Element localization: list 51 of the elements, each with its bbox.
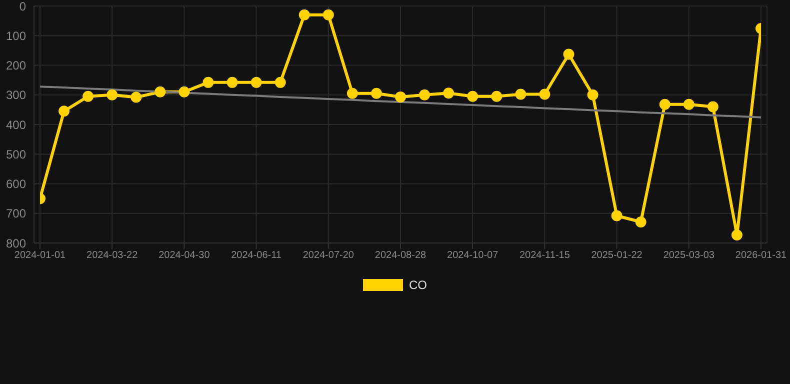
y-tick-label: 400 xyxy=(6,118,26,132)
legend-label: CO xyxy=(409,278,427,292)
point xyxy=(58,106,70,117)
point xyxy=(130,92,142,103)
point xyxy=(611,210,622,222)
point xyxy=(467,90,478,102)
point xyxy=(178,86,190,98)
point xyxy=(683,98,694,110)
point xyxy=(395,91,406,102)
y-tick-label: 600 xyxy=(6,177,26,192)
point xyxy=(106,89,118,100)
point xyxy=(659,98,670,110)
y-tick-label: 500 xyxy=(6,147,26,162)
x-tick-label: 2025-03-03 xyxy=(663,250,715,262)
point xyxy=(202,76,214,88)
x-tick-label: 2024-06-11 xyxy=(231,250,282,262)
x-tick-label: 2024-10-07 xyxy=(447,250,499,262)
x-tick-label: 2024-01-01 xyxy=(14,250,66,262)
point xyxy=(226,76,238,88)
point xyxy=(539,88,550,100)
point xyxy=(322,9,334,20)
x-tick-label: 2024-07-20 xyxy=(302,250,354,262)
y-tick-label: 100 xyxy=(6,28,26,43)
y-tick-label: 800 xyxy=(6,236,26,250)
point xyxy=(707,101,718,112)
point xyxy=(563,48,574,60)
point xyxy=(419,89,430,100)
point xyxy=(370,88,382,99)
x-tick-label: 2026-01-31 xyxy=(735,250,788,262)
point xyxy=(443,88,454,99)
point xyxy=(491,90,502,102)
point xyxy=(587,89,598,100)
x-tick-label: 2024-11-15 xyxy=(519,250,570,262)
x-tick-label: 2025-01-22 xyxy=(591,250,643,262)
y-tick-label: 0 xyxy=(19,0,26,14)
point xyxy=(731,230,742,240)
x-tick-label: 2024-04-30 xyxy=(158,250,210,262)
y-tick-label: 200 xyxy=(6,58,26,73)
point xyxy=(515,88,526,100)
point xyxy=(346,88,358,99)
point xyxy=(635,216,646,228)
y-tick-label: 300 xyxy=(6,88,26,102)
x-tick-label: 2024-08-28 xyxy=(374,250,427,262)
point xyxy=(154,86,166,98)
x-tick-label: 2024-03-22 xyxy=(86,250,138,262)
point xyxy=(274,76,286,88)
y-tick-label: 700 xyxy=(6,206,26,221)
point xyxy=(82,90,94,102)
point xyxy=(298,9,310,20)
line-series xyxy=(40,86,761,118)
point xyxy=(250,76,262,88)
